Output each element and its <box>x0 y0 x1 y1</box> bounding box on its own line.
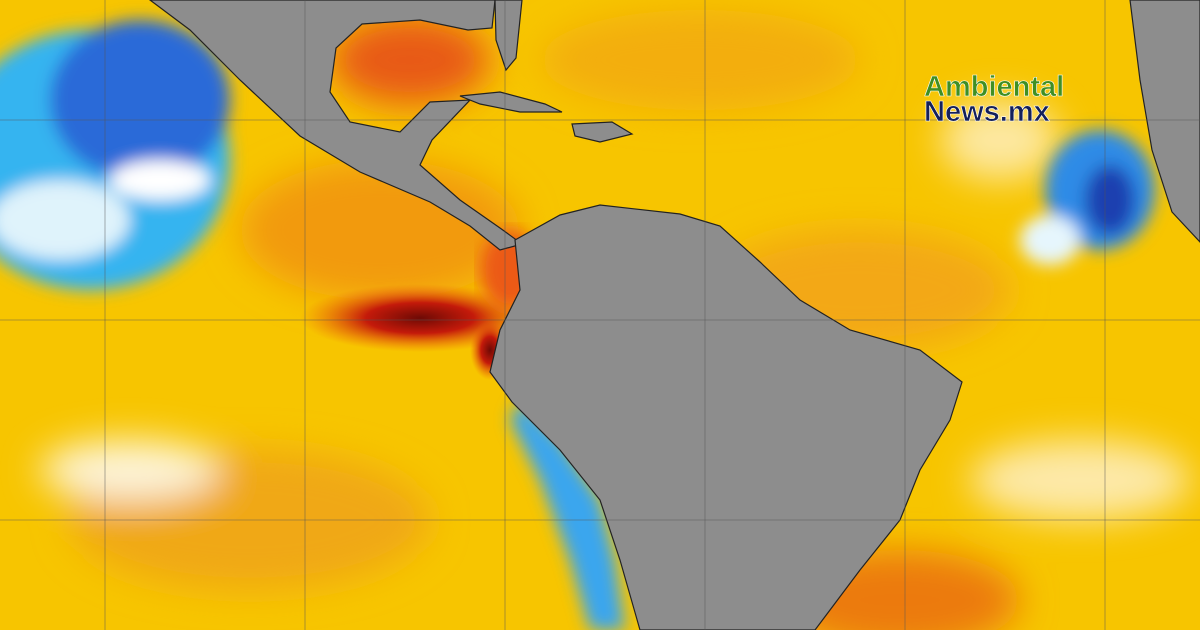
logo-line1: Ambiental <box>924 71 1064 103</box>
logo: Ambiental News.mx <box>924 71 1065 129</box>
africa <box>1129 0 1200 243</box>
logo-line2: News.mx <box>924 96 1050 128</box>
cold-patches <box>0 20 1155 630</box>
north-central-america <box>149 0 524 251</box>
hispaniola <box>571 121 634 143</box>
land <box>149 0 1200 630</box>
cuba <box>459 91 563 113</box>
florida <box>494 0 523 72</box>
